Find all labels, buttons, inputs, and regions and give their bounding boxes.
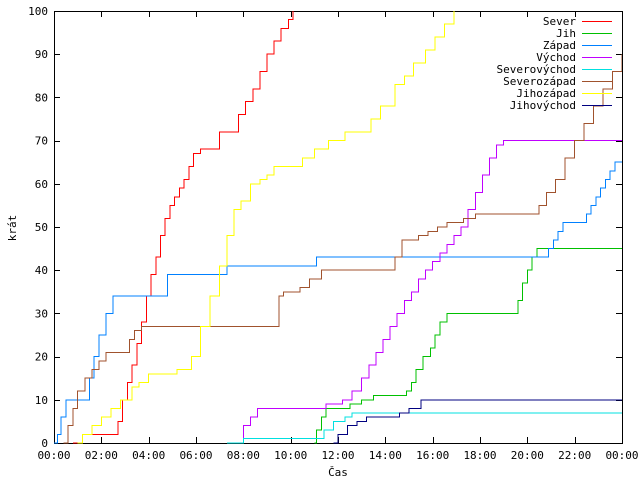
y-tick-label: 40	[35, 264, 48, 277]
y-tick-label: 60	[35, 178, 48, 191]
x-axis-title: Čas	[328, 466, 348, 479]
y-tick-label: 70	[35, 135, 48, 148]
legend-label: Severovýchod	[497, 63, 576, 76]
x-tick-label: 08:00	[227, 449, 260, 462]
x-tick-label: 04:00	[132, 449, 165, 462]
series-layer	[54, 11, 622, 444]
x-tick-label: 00:00	[605, 449, 638, 462]
legend-label: Jihozápad	[516, 87, 576, 100]
x-tick-label: 06:00	[179, 449, 212, 462]
y-tick-label: 0	[41, 437, 48, 450]
y-tick-label: 10	[35, 394, 48, 407]
series-line-2	[54, 161, 622, 444]
y-tick-label: 50	[35, 221, 48, 234]
legend-label: Jihovýchod	[510, 99, 576, 112]
legend-label: Severozápad	[503, 75, 576, 88]
y-tick-label: 20	[35, 351, 48, 364]
x-tick-label: 12:00	[321, 449, 354, 462]
ticks-layer: 0 10 20 30 40 50 60 70 80 90 100 00:00 02:00 04:00 06:…	[28, 5, 638, 462]
legend-label: Jih	[556, 27, 576, 40]
series-line-5	[63, 54, 622, 444]
x-tick-label: 14:00	[369, 449, 402, 462]
y-tick-label: 30	[35, 307, 48, 320]
x-tick-label: 02:00	[85, 449, 118, 462]
legend-label: Západ	[543, 39, 576, 52]
x-tick-label: 10:00	[274, 449, 307, 462]
series-line-4	[226, 412, 622, 444]
series-line-6	[77, 11, 455, 444]
x-tick-label: 00:00	[37, 449, 70, 462]
series-line-1	[314, 248, 622, 444]
x-tick-label: 16:00	[416, 449, 449, 462]
x-tick-label: 22:00	[558, 449, 591, 462]
y-tick-label: 80	[35, 91, 48, 104]
y-tick-label: 90	[35, 48, 48, 61]
series-line-7	[333, 399, 622, 444]
series-line-0	[72, 11, 294, 444]
legend-label: Sever	[543, 15, 576, 28]
x-tick-label: 18:00	[463, 449, 496, 462]
x-tick-label: 20:00	[511, 449, 544, 462]
legend-label: Východ	[536, 51, 576, 64]
series-line-3	[236, 140, 622, 444]
y-tick-label: 100	[28, 5, 48, 18]
legend: SeverJihZápadVýchodSeverovýchodSeverozáp…	[497, 15, 612, 112]
y-axis-title: krát	[6, 215, 19, 242]
